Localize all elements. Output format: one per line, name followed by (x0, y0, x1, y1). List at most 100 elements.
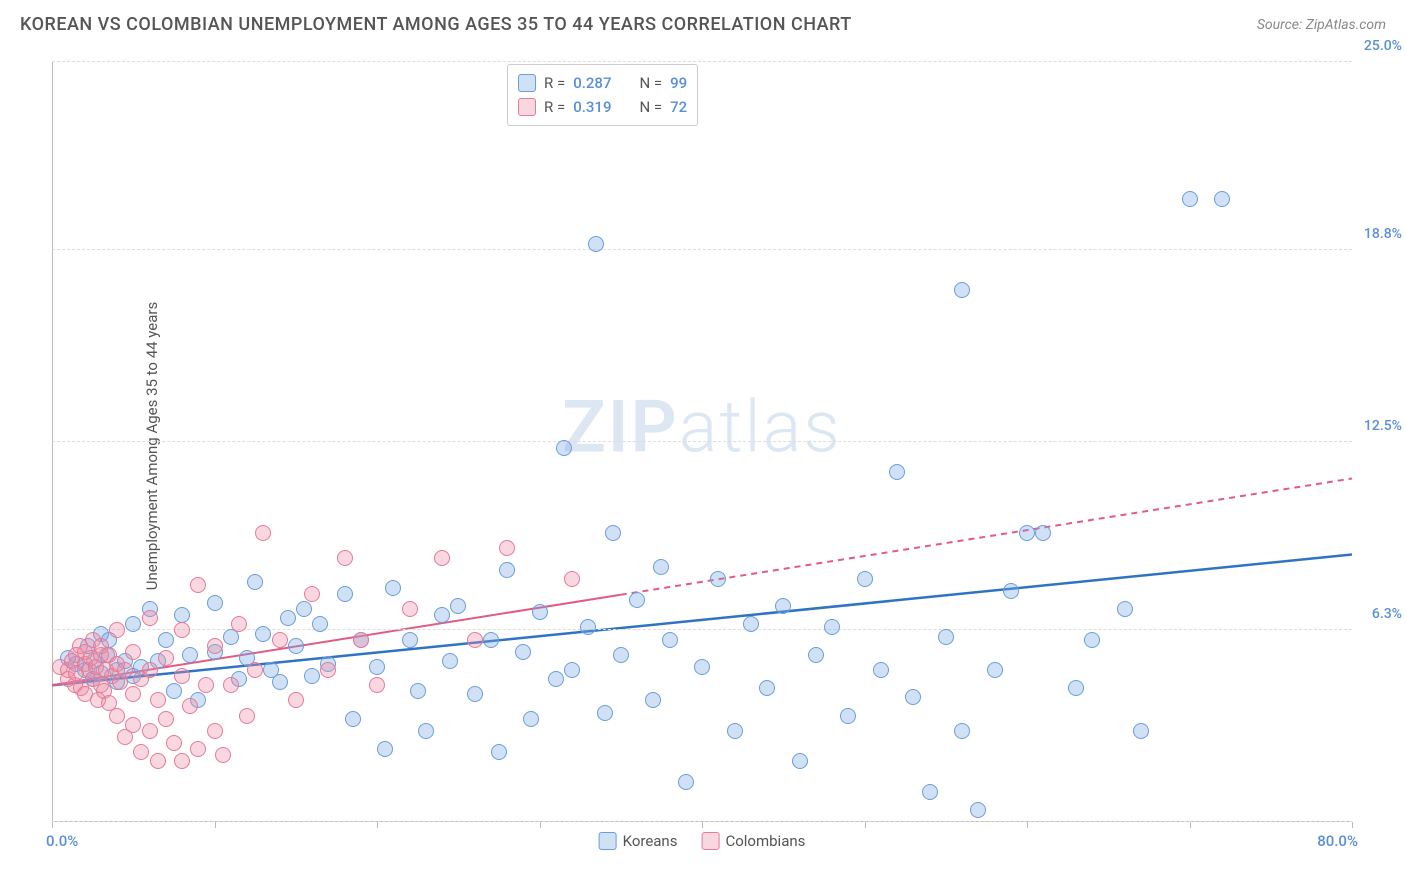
scatter-point (889, 464, 905, 480)
scatter-point (150, 692, 166, 708)
scatter-point (190, 741, 206, 757)
chart-container: KOREAN VS COLOMBIAN UNEMPLOYMENT AMONG A… (0, 0, 1406, 892)
title-row: KOREAN VS COLOMBIAN UNEMPLOYMENT AMONG A… (20, 14, 1386, 35)
r-value: 0.319 (573, 98, 611, 116)
scatter-point (198, 677, 214, 693)
x-min-label: 0.0% (46, 832, 78, 850)
scatter-point (296, 601, 312, 617)
scatter-point (158, 711, 174, 727)
scatter-point (207, 723, 223, 739)
scatter-point (158, 632, 174, 648)
scatter-point (775, 598, 791, 614)
scatter-point (954, 282, 970, 298)
scatter-point (629, 592, 645, 608)
scatter-point (954, 723, 970, 739)
grid-line (52, 61, 1352, 62)
scatter-point (1117, 601, 1133, 617)
scatter-point (532, 604, 548, 620)
scatter-point (288, 692, 304, 708)
scatter-point (345, 711, 361, 727)
scatter-point (207, 638, 223, 654)
scatter-point (515, 644, 531, 660)
x-tick (1352, 822, 1353, 828)
scatter-point (377, 741, 393, 757)
plot-area: ZIPatlas 0.0% 80.0% R =0.287N =99R =0.31… (52, 62, 1352, 822)
x-tick (52, 822, 53, 828)
scatter-point (158, 650, 174, 666)
scatter-point (905, 689, 921, 705)
legend-swatch (701, 832, 719, 850)
grid-line (52, 629, 1352, 630)
scatter-point (304, 586, 320, 602)
scatter-point (694, 659, 710, 675)
scatter-point (223, 677, 239, 693)
legend-swatch (518, 98, 536, 116)
scatter-point (824, 619, 840, 635)
scatter-point (564, 662, 580, 678)
n-label: N = (639, 74, 662, 92)
scatter-point (873, 662, 889, 678)
x-tick (1190, 822, 1191, 828)
scatter-point (174, 622, 190, 638)
scatter-point (125, 717, 141, 733)
scatter-point (385, 580, 401, 596)
scatter-point (280, 610, 296, 626)
scatter-point (434, 550, 450, 566)
r-label: R = (544, 98, 565, 116)
scatter-point (109, 622, 125, 638)
x-tick (1027, 822, 1028, 828)
scatter-point (402, 601, 418, 617)
scatter-point (743, 616, 759, 632)
n-label: N = (639, 98, 662, 116)
scatter-point (272, 674, 288, 690)
watermark-bold: ZIP (562, 384, 678, 469)
legend-swatch (599, 832, 617, 850)
scatter-point (727, 723, 743, 739)
scatter-point (125, 616, 141, 632)
scatter-point (840, 708, 856, 724)
scatter-point (166, 683, 182, 699)
scatter-point (1133, 723, 1149, 739)
legend-label: Koreans (623, 832, 678, 850)
scatter-point (207, 595, 223, 611)
scatter-point (215, 747, 231, 763)
scatter-point (450, 598, 466, 614)
stats-legend-row: R =0.319N =72 (518, 95, 687, 119)
scatter-point (605, 525, 621, 541)
x-tick (540, 822, 541, 828)
scatter-point (662, 632, 678, 648)
stats-legend-row: R = 0.287 N = 99 (518, 71, 687, 95)
legend-item: Colombians (701, 832, 805, 850)
grid-line (52, 441, 1352, 442)
scatter-point (759, 680, 775, 696)
trend-line (621, 478, 1352, 594)
scatter-point (255, 626, 271, 642)
scatter-point (467, 632, 483, 648)
scatter-point (1019, 525, 1035, 541)
scatter-point (1068, 680, 1084, 696)
scatter-point (142, 662, 158, 678)
scatter-point (499, 562, 515, 578)
scatter-point (288, 638, 304, 654)
scatter-point (597, 705, 613, 721)
scatter-point (337, 586, 353, 602)
scatter-point (142, 723, 158, 739)
n-value: 99 (670, 74, 687, 92)
scatter-point (125, 644, 141, 660)
series-legend: Koreans Colombians (599, 832, 806, 850)
scatter-point (255, 525, 271, 541)
scatter-point (418, 723, 434, 739)
scatter-point (1003, 583, 1019, 599)
scatter-point (857, 571, 873, 587)
scatter-point (320, 662, 336, 678)
r-label: R = (544, 74, 565, 92)
scatter-point (133, 744, 149, 760)
scatter-point (337, 550, 353, 566)
legend-item: Koreans (599, 832, 678, 850)
scatter-point (613, 647, 629, 663)
r-value: 0.287 (573, 74, 611, 92)
scatter-point (588, 236, 604, 252)
scatter-point (564, 571, 580, 587)
scatter-point (190, 577, 206, 593)
scatter-point (174, 668, 190, 684)
